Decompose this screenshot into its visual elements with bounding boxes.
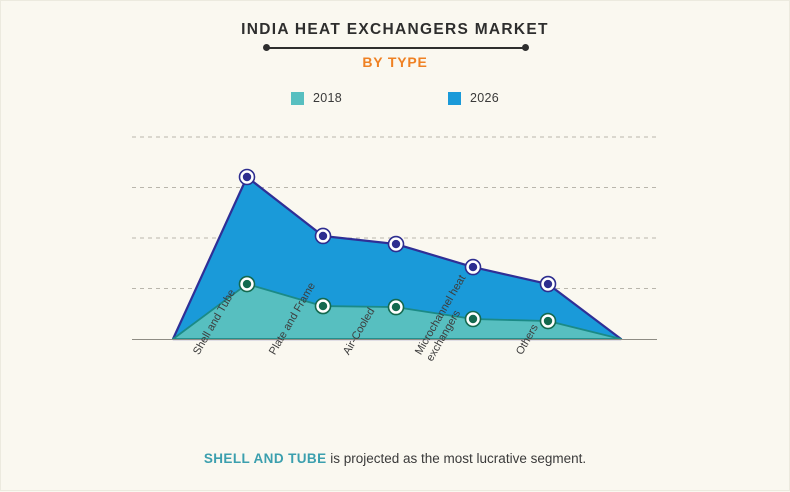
x-axis-label-4: Others — [514, 322, 541, 357]
x-axis-label-2-line-0: Air-Cooled — [341, 305, 378, 357]
title-divider-dot-left — [263, 44, 270, 51]
title-divider-dot-right — [522, 44, 529, 51]
legend-label-2026: 2026 — [470, 91, 500, 105]
caption-highlight: SHELL AND TUBE — [203, 451, 327, 466]
legend-item-2026[interactable]: 2026 — [448, 91, 499, 105]
caption-rest: is projected as the most lucrative segme… — [326, 451, 587, 466]
x-axis-label-3: Microchannel heat exchangers — [413, 273, 480, 363]
chart-caption: SHELL AND TUBE is projected as the most … — [1, 451, 789, 466]
legend-swatch-2018 — [290, 91, 304, 105]
page-subtitle: BY TYPE — [362, 54, 428, 70]
title-divider-bar — [268, 47, 524, 49]
page-title: INDIA HEAT EXCHANGERS MARKET — [241, 21, 549, 38]
legend-item-2018[interactable]: 2018 — [290, 91, 342, 105]
legend-swatch-2026 — [448, 91, 461, 105]
chart-legend: 2018 2026 — [1, 91, 789, 105]
x-axis-label-2: Air-Cooled — [341, 306, 378, 357]
x-axis-label-0: Shell and Tube — [191, 287, 239, 357]
x-axis-label-4-line-0: Others — [514, 322, 541, 357]
x-axis-label-1-line-0: Plate and Frame — [267, 280, 319, 357]
x-axis-label-1: Plate and Frame — [267, 281, 318, 358]
x-axis-label-0-line-0: Shell and Tube — [191, 287, 239, 357]
title-divider — [263, 44, 529, 52]
legend-label-2018: 2018 — [312, 91, 342, 105]
